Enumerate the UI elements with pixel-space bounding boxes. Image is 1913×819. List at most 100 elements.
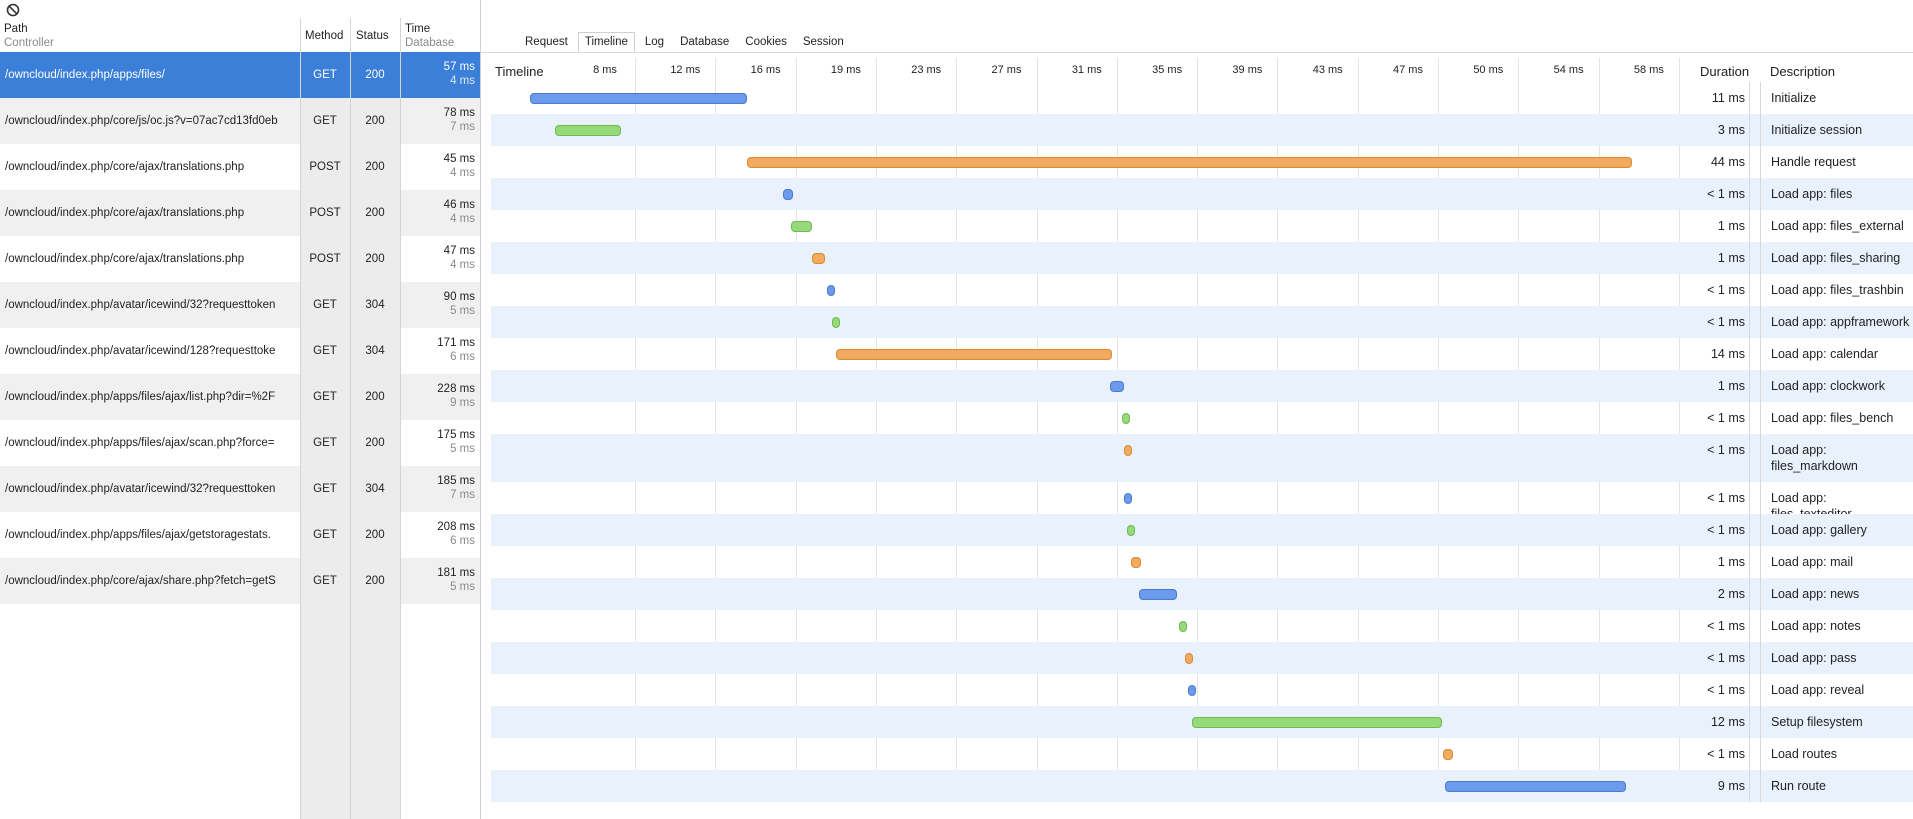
timeline-event-row[interactable]: < 1 ms Load app: pass (491, 642, 1913, 674)
timeline-event-row[interactable]: < 1 ms Load routes (491, 738, 1913, 770)
request-method: GET (313, 391, 337, 403)
timeline-bar[interactable] (1123, 493, 1132, 504)
request-time: 47 ms 4 ms (400, 236, 480, 282)
timeline-bar[interactable] (1445, 781, 1627, 792)
timeline-bar[interactable] (836, 349, 1113, 360)
event-duration: < 1 ms (1707, 411, 1745, 425)
duration-separator (1749, 178, 1750, 210)
timeline-event-row[interactable]: 11 ms Initialize (491, 82, 1913, 114)
request-row[interactable]: /owncloud/index.php/apps/files/GET 200 57 … (0, 52, 480, 98)
duration-separator (1749, 738, 1750, 770)
tab-database[interactable]: Database (680, 36, 730, 48)
timeline-event-row[interactable]: 9 ms Run route (491, 770, 1913, 802)
duration-header: Duration (1700, 64, 1750, 79)
timeline-bar[interactable] (782, 189, 793, 200)
request-row[interactable]: /owncloud/index.php/apps/files/ajax/list… (0, 374, 480, 420)
timeline-event-row[interactable]: 1 ms Load app: files_external (491, 210, 1913, 242)
timeline-event-row[interactable]: 3 ms Initialize session (491, 114, 1913, 146)
timeline-bar[interactable] (746, 157, 1632, 168)
request-path: /owncloud/index.php/core/ajax/translatio… (0, 236, 300, 282)
timeline-bar[interactable] (529, 93, 747, 104)
timeline-bar[interactable] (1178, 621, 1187, 632)
timeline-bar[interactable] (1192, 717, 1442, 728)
timeline-bar[interactable] (1184, 653, 1193, 664)
timeline-bar[interactable] (811, 253, 825, 264)
request-total-time: 47 ms (443, 245, 475, 257)
timeline-event-row[interactable]: 12 ms Setup filesystem (491, 706, 1913, 738)
request-row[interactable]: /owncloud/index.php/avatar/icewind/128?r… (0, 328, 480, 374)
timeline-bar[interactable] (1121, 413, 1130, 424)
timeline-bar[interactable] (832, 317, 841, 328)
request-total-time: 175 ms (437, 429, 475, 441)
timeline-bar[interactable] (826, 285, 835, 296)
timeline-event-row[interactable]: 1 ms Load app: files_sharing (491, 242, 1913, 274)
timeline-bar[interactable] (1127, 525, 1136, 536)
request-row[interactable]: /owncloud/index.php/avatar/icewind/32?re… (0, 466, 480, 512)
timeline-bar[interactable] (1131, 557, 1141, 568)
tab-session[interactable]: Session (802, 36, 844, 48)
timeline-grid-line (1197, 58, 1199, 802)
timeline-tick-label: 31 ms (1071, 64, 1102, 76)
request-status: 304 (365, 299, 385, 311)
method-column-header[interactable]: Method (305, 30, 344, 42)
timeline-header: Timeline Duration Description 8 ms 12 ms 1… (491, 64, 1913, 82)
event-duration: 1 ms (1717, 555, 1745, 569)
timeline-bar[interactable] (1123, 445, 1132, 456)
request-total-time: 185 ms (437, 475, 475, 487)
timeline-bar[interactable] (1188, 685, 1197, 696)
timeline-event-row[interactable]: 1 ms Load app: clockwork (491, 370, 1913, 402)
event-description: Load app: mail (1760, 546, 1910, 578)
request-total-time: 57 ms (443, 61, 475, 73)
time-column-header[interactable]: Time Database (405, 22, 454, 50)
request-time: 57 ms 4 ms (400, 52, 480, 98)
request-status: 200 (365, 161, 385, 173)
tab-request[interactable]: Request (525, 36, 568, 48)
clear-requests-icon[interactable] (6, 3, 20, 17)
request-row[interactable]: /owncloud/index.php/core/js/oc.js?v=07ac… (0, 98, 480, 144)
timeline-event-row[interactable]: < 1 ms Load app: appframework (491, 306, 1913, 338)
timeline-bar[interactable] (790, 221, 812, 232)
timeline-event-row[interactable]: < 1 ms Load app: reveal (491, 674, 1913, 706)
request-total-time: 46 ms (443, 199, 475, 211)
timeline-event-row[interactable]: < 1 ms Load app: gallery (491, 514, 1913, 546)
request-status: 200 (365, 207, 385, 219)
tab-log[interactable]: Log (644, 36, 665, 48)
timeline-event-row[interactable]: 2 ms Load app: news (491, 578, 1913, 610)
timeline-event-row[interactable]: < 1 ms Load app: files_markdown (491, 434, 1913, 482)
timeline-bar[interactable] (1110, 381, 1124, 392)
timeline-event-row[interactable]: < 1 ms Load app: files_trashbin (491, 274, 1913, 306)
timeline-bar[interactable] (1443, 749, 1454, 760)
duration-separator (1749, 82, 1750, 114)
timeline-body: 11 ms Initialize 3 ms Initialize session 44 … (491, 58, 1913, 802)
request-status: 200 (365, 253, 385, 265)
timeline-grid-line (1678, 58, 1680, 802)
request-row[interactable]: /owncloud/index.php/core/ajax/share.php?… (0, 558, 480, 604)
timeline-event-row[interactable]: < 1 ms Load app: files_texteditor (491, 482, 1913, 521)
request-row[interactable]: /owncloud/index.php/avatar/icewind/32?re… (0, 282, 480, 328)
tab-timeline[interactable]: Timeline (577, 32, 635, 52)
request-db-time: 4 ms (450, 167, 475, 179)
tab-cookies[interactable]: Cookies (745, 36, 787, 48)
timeline-event-row[interactable]: < 1 ms Load app: notes (491, 610, 1913, 642)
timeline-event-row[interactable]: < 1 ms Load app: files_bench (491, 402, 1913, 434)
request-row[interactable]: /owncloud/index.php/apps/files/ajax/scan… (0, 420, 480, 466)
timeline-event-row[interactable]: 14 ms Load app: calendar (491, 338, 1913, 370)
timeline-event-row[interactable]: 44 ms Handle request (491, 146, 1913, 178)
request-db-time: 5 ms (450, 443, 475, 455)
request-row[interactable]: /owncloud/index.php/core/ajax/translatio… (0, 236, 480, 282)
status-column-header[interactable]: Status (356, 30, 389, 42)
timeline-event-row[interactable]: < 1 ms Load app: files (491, 178, 1913, 210)
description-header: Description (1770, 64, 1836, 79)
timeline-bar[interactable] (554, 125, 622, 136)
request-row[interactable]: /owncloud/index.php/apps/files/ajax/gets… (0, 512, 480, 558)
request-method: GET (313, 299, 337, 311)
timeline-tick-label: 27 ms (991, 64, 1022, 76)
timeline-grid-line (1598, 58, 1600, 802)
path-column-header[interactable]: Path Controller (4, 22, 54, 50)
timeline-bar[interactable] (1138, 589, 1178, 600)
timeline-event-row[interactable]: 1 ms Load app: mail (491, 546, 1913, 578)
request-status: 200 (365, 529, 385, 541)
request-row[interactable]: /owncloud/index.php/core/ajax/translatio… (0, 144, 480, 190)
request-row[interactable]: /owncloud/index.php/core/ajax/translatio… (0, 190, 480, 236)
event-duration: 44 ms (1710, 155, 1745, 169)
